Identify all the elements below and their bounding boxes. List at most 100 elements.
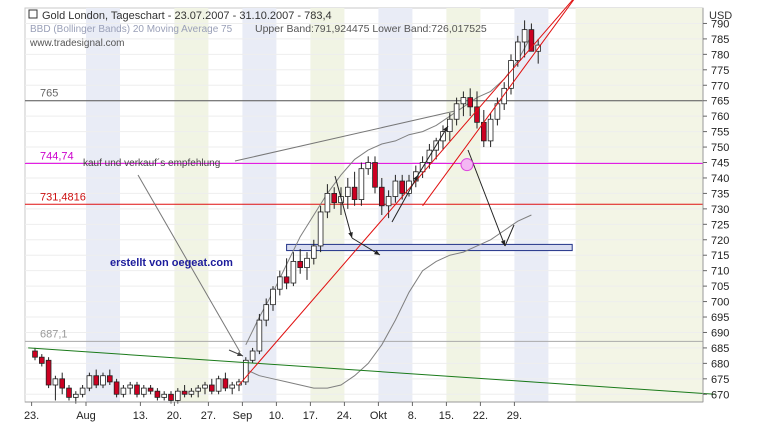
support-zone (286, 243, 573, 252)
source-label: www.tradesignal.com (29, 38, 124, 49)
candle-body (32, 350, 38, 358)
x-axis: 23. Aug 13. 20. 27. Sep 10. 17. 24. Okt 8. 15. 22. 29… (24, 401, 703, 422)
candle-body (93, 375, 100, 386)
green-trendline (28, 347, 716, 395)
x-tick-label: 20. (167, 410, 182, 422)
x-tick-label: 24. (337, 410, 352, 422)
x-tick-label: Aug (76, 410, 96, 422)
candle-body (304, 257, 310, 268)
week-shade (174, 8, 209, 402)
candle-body (270, 288, 276, 306)
candle-body (202, 384, 208, 389)
level-label: 687,1 (40, 328, 68, 340)
chart-background (24, 7, 704, 403)
candle-body (276, 276, 283, 290)
indicator-legend: BBD (Bollinger Bands) 20 Moving Average … (30, 24, 233, 35)
candle-body (100, 375, 106, 386)
candle-body (378, 186, 385, 207)
note-pointer-line (137, 174, 241, 353)
down-arrow-head (374, 250, 380, 255)
note-pointer-line (234, 110, 456, 162)
y-tick-label: 755 (711, 127, 729, 139)
y-axis: 670 675 680 685 690 695 700 705 710 715 720 725 730 7… (702, 8, 729, 402)
candle-body (39, 356, 45, 364)
down-arrow-head (500, 240, 506, 246)
x-tick-label: 13. (133, 410, 148, 422)
y-tick-label: 740 (711, 173, 729, 185)
y-tick-label: 685 (711, 343, 729, 355)
candle-body (467, 97, 473, 108)
annotation-arrows (137, 110, 515, 357)
y-tick-label: 695 (711, 312, 729, 324)
candle-body (446, 118, 453, 133)
x-tick-label: 15. (439, 410, 454, 422)
bollinger-upper-line (245, 35, 532, 346)
level-label: 765 (40, 88, 58, 100)
y-tick-label: 710 (711, 266, 729, 278)
down-arrow (334, 175, 353, 239)
up-arrow-head (413, 175, 418, 181)
candles (32, 20, 541, 404)
candle-body (528, 29, 535, 52)
down-arrow-head (348, 232, 353, 238)
bollinger-bands (245, 35, 532, 389)
x-tick-label: Okt (370, 410, 387, 422)
candle-body (515, 41, 521, 61)
y-tick-label: 770 (711, 80, 729, 92)
y-tick-label: 720 (711, 235, 729, 247)
candle-body (263, 304, 269, 321)
note-arrow-head (237, 351, 243, 356)
future-area-shade (575, 8, 703, 402)
candle-body (242, 359, 249, 383)
candle-body (290, 260, 297, 284)
candle-body (331, 193, 337, 204)
recommendation-note: kauf und verkauf´s empfehlung (83, 157, 220, 169)
y-tick-label: 750 (711, 142, 729, 154)
level-label: 744,74 (40, 150, 74, 162)
candle-body (351, 186, 358, 200)
candle-body (215, 378, 222, 392)
candle-body (222, 378, 229, 389)
y-tick-label: 700 (711, 297, 729, 309)
candle-body (385, 196, 392, 207)
red-channel-line (238, 0, 574, 386)
candle-body (134, 384, 140, 395)
candle-body (66, 387, 72, 398)
candle-body (324, 193, 331, 213)
y-tick-label: 790 (711, 18, 729, 30)
x-tick-label: 27. (201, 410, 216, 422)
author-note: erstellt von oegeat.com (110, 257, 233, 269)
x-tick-label: 23. (24, 410, 39, 422)
y-tick-label: 715 (711, 250, 729, 262)
candle-body (45, 359, 52, 386)
candle-body (86, 375, 93, 389)
candle-body (372, 162, 378, 188)
candle-body (195, 387, 202, 392)
candle-body (107, 375, 113, 383)
down-arrow (467, 149, 506, 247)
candle-body (127, 384, 134, 389)
candle-body (487, 118, 494, 142)
y-tick-label: 765 (711, 96, 729, 108)
candle-body (208, 384, 215, 392)
y-tick-label: 680 (711, 358, 729, 370)
red-channel-line (422, 0, 575, 207)
x-tick-label: Sep (233, 410, 253, 422)
candle-body (310, 245, 317, 259)
y-tick-label: 735 (711, 188, 729, 200)
x-tick-label: 17. (303, 410, 318, 422)
x-tick-label: 22. (473, 410, 488, 422)
y-tick-label: 785 (711, 34, 729, 46)
candle-body (52, 378, 59, 386)
candle-body (317, 211, 324, 247)
y-tick-label: 730 (711, 204, 729, 216)
return-line (504, 224, 515, 247)
bands-info: Upper Band:791,924475 Lower Band:726,017… (255, 23, 487, 35)
y-tick-label: 745 (711, 158, 729, 170)
candle-body (73, 393, 79, 398)
x-tick-label: 10. (269, 410, 284, 422)
candle-body (249, 350, 256, 361)
candle-body (508, 60, 514, 89)
candle-body (460, 97, 467, 105)
